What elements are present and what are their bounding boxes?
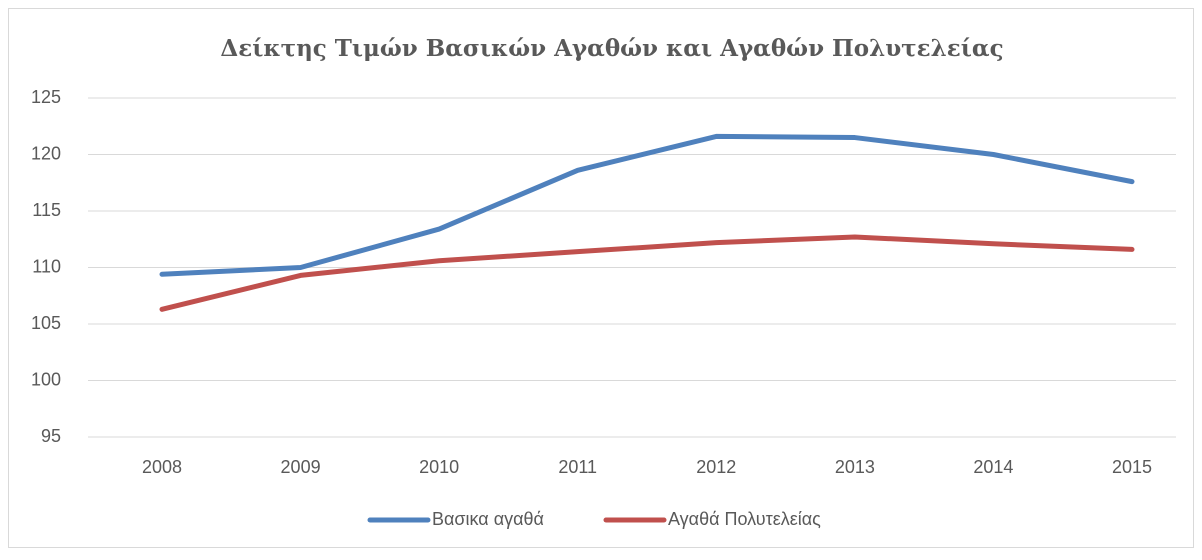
legend-label: Αγαθά Πολυτελείας (668, 509, 821, 529)
x-tick-label: 2011 (558, 457, 597, 477)
x-tick-label: 2010 (419, 457, 459, 477)
chart-border (8, 8, 1194, 548)
y-tick-label: 100 (31, 369, 61, 389)
chart-title: Δείκτης Τιμών Βασικών Αγαθών και Αγαθών … (220, 35, 1003, 62)
y-tick-label: 120 (31, 143, 61, 163)
x-tick-label: 2015 (1112, 457, 1152, 477)
y-tick-label: 105 (31, 313, 61, 333)
series-line (159, 133, 1135, 277)
series-line (159, 234, 1135, 312)
x-tick-label: 2014 (973, 457, 1013, 477)
x-tick-label: 2008 (142, 457, 182, 477)
y-tick-label: 115 (32, 200, 61, 220)
y-tick-label: 125 (31, 87, 61, 107)
x-tick-label: 2012 (696, 457, 736, 477)
y-tick-label: 110 (32, 256, 61, 276)
x-tick-label: 2013 (835, 457, 875, 477)
x-tick-label: 2009 (281, 457, 321, 477)
y-tick-label: 95 (41, 426, 61, 446)
legend-label: Βασικα αγαθά (432, 509, 544, 529)
